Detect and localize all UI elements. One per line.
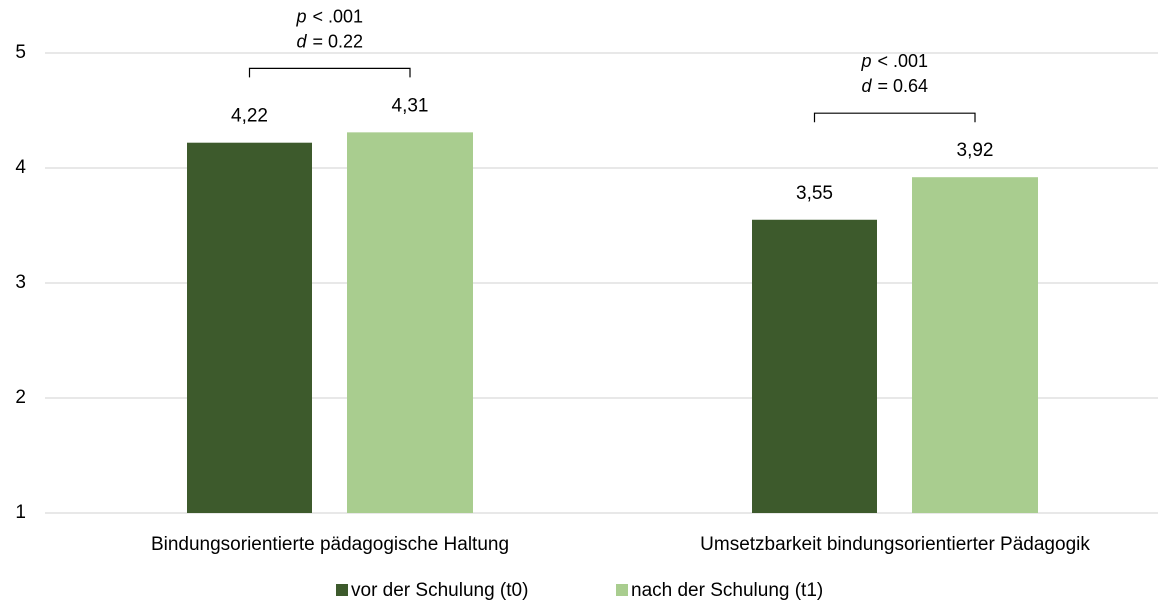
- annotation: p < .001: [295, 6, 363, 26]
- y-tick-label: 4: [15, 157, 26, 178]
- annotation-symbol: p: [295, 6, 306, 26]
- significance-bracket: [813, 112, 976, 123]
- legend-swatch: [616, 584, 628, 596]
- annotation-text: = 0.64: [877, 76, 928, 96]
- legend-swatch: [336, 584, 348, 596]
- annotation-symbol: d: [296, 31, 307, 51]
- data-label: 3,55: [796, 183, 833, 204]
- y-tick-label: 5: [15, 42, 26, 63]
- annotation-text: < .001: [312, 6, 363, 26]
- x-tick-label: Umsetzbarkeit bindungsorientierter Pädag…: [700, 534, 1090, 555]
- x-tick-label: Bindungsorientierte pädagogische Haltung: [151, 534, 509, 555]
- bar: [187, 142, 312, 513]
- annotation-symbol: d: [861, 76, 872, 96]
- bar: [752, 219, 877, 513]
- y-tick-label: 1: [15, 502, 26, 523]
- annotation: p < .001: [860, 51, 928, 71]
- annotation-text: < .001: [877, 51, 928, 71]
- bar: [912, 177, 1038, 513]
- y-tick-label: 2: [15, 387, 26, 408]
- annotation: d = 0.22: [296, 31, 363, 51]
- data-label: 3,92: [957, 140, 994, 161]
- legend-label: nach der Schulung (t1): [631, 580, 823, 601]
- y-tick-label: 3: [15, 272, 26, 293]
- significance-bracket: [248, 67, 411, 78]
- annotation-text: = 0.22: [312, 31, 363, 51]
- annotation: d = 0.64: [861, 76, 928, 96]
- legend-label: vor der Schulung (t0): [351, 580, 528, 601]
- annotation-symbol: p: [860, 51, 871, 71]
- bar: [347, 132, 473, 513]
- data-label: 4,31: [392, 95, 429, 116]
- data-label: 4,22: [231, 106, 268, 127]
